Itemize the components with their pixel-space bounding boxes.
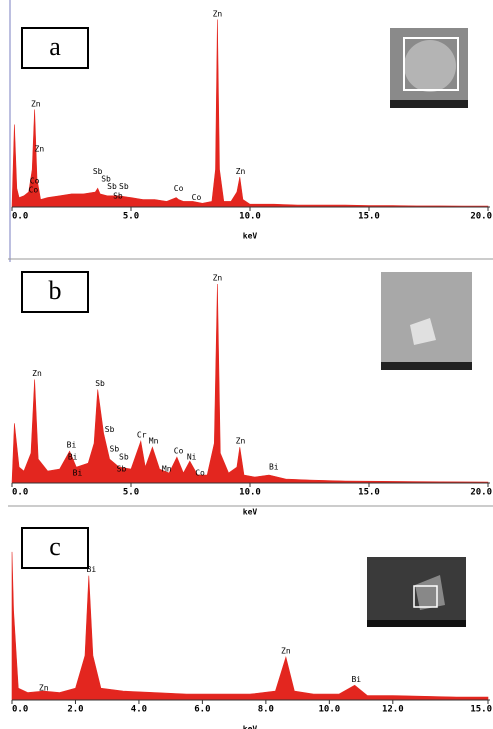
inset-image <box>381 272 472 370</box>
peak-label: Bi <box>73 469 83 478</box>
peak-label: Co <box>195 469 205 478</box>
peak-label: Sb <box>119 453 129 462</box>
peak-label: Co <box>30 176 40 185</box>
peak-label: Sb <box>110 445 120 454</box>
peak-label: Sb <box>105 425 115 434</box>
peak-label: Zn <box>213 9 223 18</box>
peak-label: Zn <box>281 647 291 656</box>
peak-label: Zn <box>213 273 223 282</box>
peak-label: Sb <box>113 191 123 200</box>
x-tick-label: 10.0 <box>318 705 340 715</box>
peak-label: Ni <box>187 453 197 462</box>
x-tick-label: 5.0 <box>123 488 139 498</box>
peak-label: Bi <box>87 565 97 574</box>
peak-label: Sb <box>95 379 105 388</box>
panel-label: b <box>49 276 62 305</box>
peak-label: Co <box>29 186 39 195</box>
peak-label: Zn <box>39 684 49 693</box>
x-tick-label: 10.0 <box>239 212 261 222</box>
peak-label: Cr <box>137 431 147 440</box>
x-tick-label: 10.0 <box>239 488 261 498</box>
peak-label: Zn <box>35 144 45 153</box>
x-tick-label: 20.0 <box>470 212 492 222</box>
peak-label: Sb <box>119 182 129 191</box>
x-tick-label: 0.0 <box>12 488 28 498</box>
panel-label-box <box>21 27 89 69</box>
x-tick-label: 4.0 <box>131 705 147 715</box>
peak-label: Bi <box>68 453 78 462</box>
peak-label: Sb <box>107 182 117 191</box>
spectrum <box>11 283 489 484</box>
peak-label: Co <box>192 193 202 202</box>
peak-label: Mn <box>149 437 159 446</box>
x-tick-label: 0.0 <box>12 705 28 715</box>
peak-label: Co <box>174 184 184 193</box>
spectrum <box>11 551 489 701</box>
x-tick-label: 20.0 <box>470 488 492 498</box>
x-axis-label: keV <box>243 232 258 241</box>
peak-label: Sb <box>93 167 103 176</box>
panel-label: a <box>49 32 61 61</box>
peak-label: Bi <box>269 463 279 472</box>
peak-label: Zn <box>31 99 41 108</box>
peak-label: Mn <box>162 465 172 474</box>
peak-label: Sb <box>117 465 127 474</box>
panel-label: c <box>49 532 61 561</box>
spectrum <box>11 19 489 208</box>
x-tick-label: 15.0 <box>358 212 380 222</box>
x-tick-label: 8.0 <box>258 705 274 715</box>
inset-image <box>390 28 468 108</box>
inset-image <box>367 557 466 627</box>
peak-label: Co <box>174 447 184 456</box>
x-tick-label: 2.0 <box>67 705 83 715</box>
peak-label: Zn <box>236 167 246 176</box>
x-tick-label: 0.0 <box>12 212 28 222</box>
x-tick-label: 5.0 <box>123 212 139 222</box>
x-tick-label: 15.0 <box>358 488 380 498</box>
panel-label-box <box>21 527 89 569</box>
peak-label: Bi <box>351 675 361 684</box>
x-axis-label: keV <box>243 725 258 729</box>
x-tick-label: 15.0 <box>470 705 492 715</box>
x-tick-label: 6.0 <box>194 705 210 715</box>
peak-label: Sb <box>101 174 111 183</box>
peak-label: Zn <box>236 437 246 446</box>
peak-label: Bi <box>67 441 77 450</box>
panel-label-box <box>21 271 89 313</box>
x-axis-label: keV <box>243 508 258 517</box>
x-tick-label: 12.0 <box>382 705 404 715</box>
peak-label: Zn <box>32 369 42 378</box>
